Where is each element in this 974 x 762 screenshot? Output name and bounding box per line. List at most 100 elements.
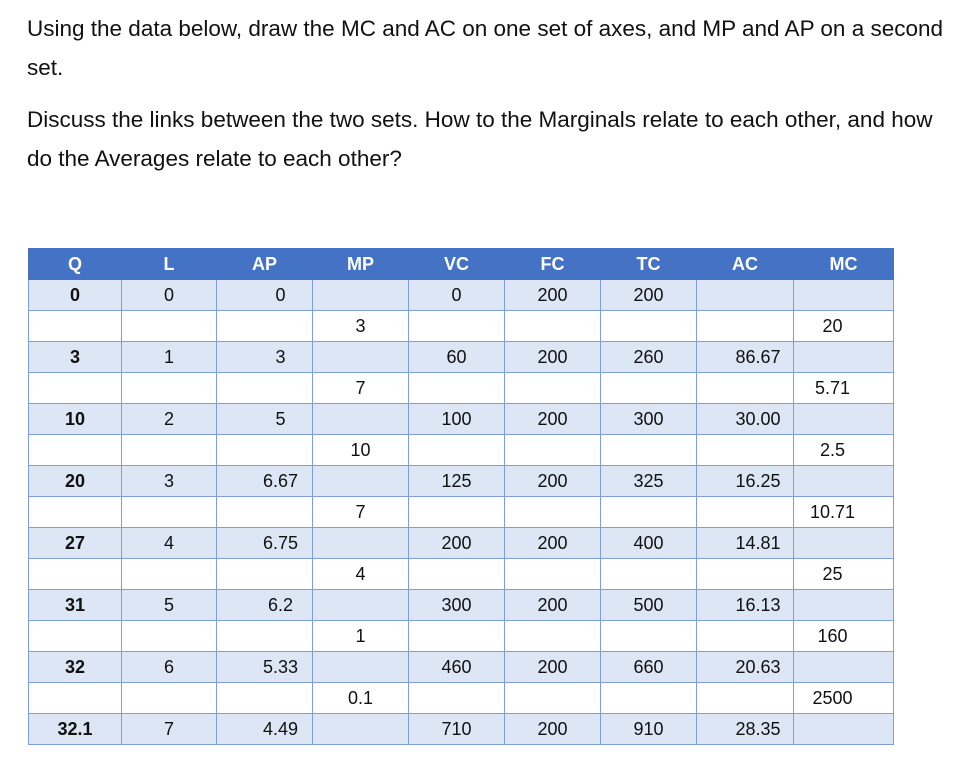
cell-mp: 3 bbox=[312, 310, 409, 342]
table-row: 1 160 bbox=[28, 620, 894, 652]
cell-vc bbox=[408, 372, 505, 404]
cell-tc: 200 bbox=[600, 279, 697, 311]
cell-q bbox=[28, 496, 122, 528]
cell-tc: 910 bbox=[600, 713, 697, 745]
cell-ac bbox=[696, 496, 794, 528]
cell-l bbox=[121, 620, 217, 652]
table-row: 0 0 0 0 200 200 bbox=[28, 279, 894, 311]
cell-fc: 200 bbox=[504, 713, 601, 745]
cell-mp bbox=[312, 651, 409, 683]
cell-mc bbox=[793, 651, 894, 683]
cell-ac bbox=[696, 279, 794, 311]
cell-tc bbox=[600, 310, 697, 342]
cell-q bbox=[28, 434, 122, 466]
cell-mp bbox=[312, 279, 409, 311]
cell-l: 5 bbox=[121, 589, 217, 621]
cell-vc: 60 bbox=[408, 341, 505, 373]
instruction-paragraph-2: Discuss the links between the two sets. … bbox=[27, 107, 933, 171]
cell-q: 0 bbox=[28, 279, 122, 311]
cell-fc: 200 bbox=[504, 341, 601, 373]
cell-fc bbox=[504, 682, 601, 714]
cell-fc bbox=[504, 558, 601, 590]
cell-tc bbox=[600, 372, 697, 404]
cell-tc: 400 bbox=[600, 527, 697, 559]
cell-ac: 30.00 bbox=[696, 403, 794, 435]
column-header-tc: TC bbox=[600, 248, 697, 280]
cell-mc: 10.71 bbox=[793, 496, 894, 528]
cell-mp bbox=[312, 713, 409, 745]
cell-ac bbox=[696, 434, 794, 466]
cell-q bbox=[28, 558, 122, 590]
table-row: 7 10.71 bbox=[28, 496, 894, 528]
cell-vc bbox=[408, 496, 505, 528]
cell-vc: 710 bbox=[408, 713, 505, 745]
instruction-paragraph-1: Using the data below, draw the MC and AC… bbox=[27, 16, 944, 80]
cell-q: 31 bbox=[28, 589, 122, 621]
cell-ap: 6.75 bbox=[216, 527, 313, 559]
cell-l: 1 bbox=[121, 341, 217, 373]
table-row: 32 6 5.33 460 200 660 20.63 bbox=[28, 651, 894, 683]
table-row: 4 25 bbox=[28, 558, 894, 590]
cell-mc: 20 bbox=[793, 310, 894, 342]
cell-ac bbox=[696, 620, 794, 652]
cell-q bbox=[28, 620, 122, 652]
cell-ap: 6.2 bbox=[216, 589, 313, 621]
cell-ac bbox=[696, 682, 794, 714]
table-row: 32.1 7 4.49 710 200 910 28.35 bbox=[28, 713, 894, 745]
cell-fc bbox=[504, 620, 601, 652]
cell-mc bbox=[793, 279, 894, 311]
cell-mp bbox=[312, 403, 409, 435]
cell-tc: 325 bbox=[600, 465, 697, 497]
cell-mp bbox=[312, 341, 409, 373]
cell-mc: 5.71 bbox=[793, 372, 894, 404]
cell-mc bbox=[793, 403, 894, 435]
cell-ap bbox=[216, 620, 313, 652]
column-header-vc: VC bbox=[408, 248, 505, 280]
cell-mp: 10 bbox=[312, 434, 409, 466]
cell-fc: 200 bbox=[504, 403, 601, 435]
column-header-fc: FC bbox=[504, 248, 601, 280]
cell-vc bbox=[408, 558, 505, 590]
cell-mc bbox=[793, 341, 894, 373]
cell-l bbox=[121, 496, 217, 528]
table-header-row: Q L AP MP VC FC TC AC MC bbox=[28, 248, 894, 280]
table-row: 27 4 6.75 200 200 400 14.81 bbox=[28, 527, 894, 559]
cell-fc bbox=[504, 310, 601, 342]
cell-fc: 200 bbox=[504, 651, 601, 683]
cell-mp: 0.1 bbox=[312, 682, 409, 714]
cell-vc: 200 bbox=[408, 527, 505, 559]
cell-fc bbox=[504, 496, 601, 528]
cell-q: 32 bbox=[28, 651, 122, 683]
cell-mc: 160 bbox=[793, 620, 894, 652]
cell-q bbox=[28, 372, 122, 404]
table-row: 10 2.5 bbox=[28, 434, 894, 466]
cell-mp bbox=[312, 465, 409, 497]
cell-mc: 2500 bbox=[793, 682, 894, 714]
cell-ac bbox=[696, 372, 794, 404]
cell-l bbox=[121, 372, 217, 404]
cell-l: 0 bbox=[121, 279, 217, 311]
cell-q: 3 bbox=[28, 341, 122, 373]
cell-mp: 4 bbox=[312, 558, 409, 590]
cell-ac: 28.35 bbox=[696, 713, 794, 745]
cell-fc bbox=[504, 434, 601, 466]
cell-ac bbox=[696, 558, 794, 590]
cell-fc: 200 bbox=[504, 589, 601, 621]
table-row: 3 20 bbox=[28, 310, 894, 342]
cell-fc: 200 bbox=[504, 527, 601, 559]
cell-ap bbox=[216, 496, 313, 528]
cell-vc bbox=[408, 620, 505, 652]
cell-ap: 5.33 bbox=[216, 651, 313, 683]
cell-mc bbox=[793, 527, 894, 559]
cell-ap: 6.67 bbox=[216, 465, 313, 497]
cell-ap: 0 bbox=[216, 279, 313, 311]
table-row: 10 2 5 100 200 300 30.00 bbox=[28, 403, 894, 435]
cell-vc: 100 bbox=[408, 403, 505, 435]
cell-fc bbox=[504, 372, 601, 404]
cell-mc: 2.5 bbox=[793, 434, 894, 466]
cell-l: 7 bbox=[121, 713, 217, 745]
cell-vc bbox=[408, 310, 505, 342]
cell-mc bbox=[793, 465, 894, 497]
cell-tc bbox=[600, 434, 697, 466]
cell-l: 4 bbox=[121, 527, 217, 559]
